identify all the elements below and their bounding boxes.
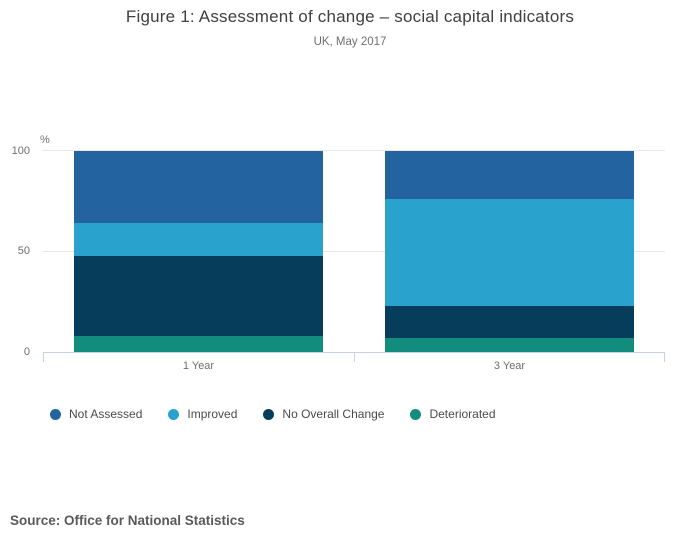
x-axis-tick xyxy=(664,352,665,362)
x-category-label-3-year: 3 Year xyxy=(493,360,526,372)
gridline-50 xyxy=(43,251,665,252)
stacked-bar-3-year xyxy=(385,151,634,352)
legend-item-improved[interactable]: Improved xyxy=(168,407,237,421)
source-note: Source: Office for National Statistics xyxy=(10,513,245,528)
bar-segment-no-overall-change xyxy=(74,255,323,336)
bar-segment-not-assessed xyxy=(74,151,323,224)
legend-marker-improved-icon xyxy=(168,408,180,420)
x-axis-tick xyxy=(354,352,355,362)
bar-segment-improved xyxy=(385,199,634,306)
gridline-100 xyxy=(43,150,665,151)
chart-subtitle: UK, May 2017 xyxy=(313,36,387,48)
bar-segment-deteriorated xyxy=(74,335,323,352)
legend-marker-not-assessed-icon xyxy=(50,408,61,420)
bar-segment-improved xyxy=(74,223,323,256)
legend-label: Not Assessed xyxy=(69,407,143,421)
legend: Not Assessed Improved No Overall Change … xyxy=(50,407,496,421)
legend-item-not-assessed[interactable]: Not Assessed xyxy=(50,407,142,421)
plot-area xyxy=(43,151,665,352)
x-axis-tick xyxy=(43,352,44,362)
y-axis-unit-label: % xyxy=(40,134,50,146)
legend-label: Improved xyxy=(187,407,238,421)
bar-segment-deteriorated xyxy=(385,337,634,352)
legend-item-no-overall-change[interactable]: No Overall Change xyxy=(263,407,384,421)
bar-segment-no-overall-change xyxy=(385,305,634,338)
stacked-bar-1-year xyxy=(74,151,323,352)
legend-marker-no-overall-change-icon xyxy=(263,408,275,420)
legend-marker-deteriorated-icon xyxy=(410,408,422,420)
x-category-label-1-year: 1 Year xyxy=(182,360,215,372)
legend-item-deteriorated[interactable]: Deteriorated xyxy=(410,407,496,421)
legend-label: Deteriorated xyxy=(429,407,496,421)
y-tick-label-0: 0 xyxy=(23,346,30,358)
y-tick-label-50: 50 xyxy=(17,245,30,257)
bar-segment-not-assessed xyxy=(385,151,634,200)
y-tick-label-100: 100 xyxy=(11,145,30,157)
chart-title: Figure 1: Assessment of change – social … xyxy=(125,7,575,26)
legend-label: No Overall Change xyxy=(282,407,385,421)
